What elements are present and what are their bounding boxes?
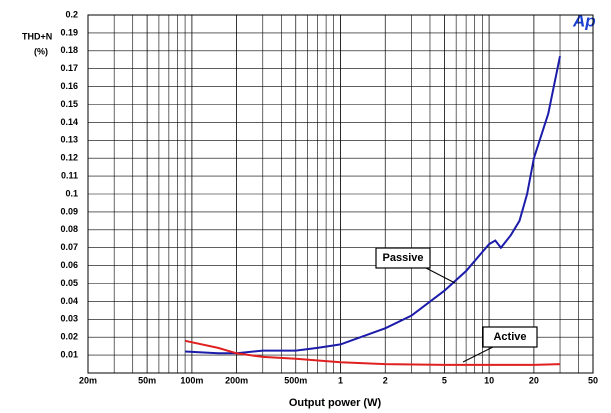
y-tick-label: 0.03 [60, 314, 78, 324]
y-tick-label: 0.04 [60, 296, 78, 306]
x-axis-label: Output power (W) [289, 397, 382, 409]
callout-label: Active [493, 331, 526, 343]
y-axis-label: (%) [34, 46, 48, 56]
x-tick-label: 50 [588, 375, 598, 385]
callout-label: Passive [383, 252, 424, 264]
y-tick-label: 0.19 [60, 27, 78, 37]
y-tick-label: 0.08 [60, 224, 78, 234]
data-line [184, 339, 561, 366]
y-tick-label: 0.12 [60, 153, 78, 163]
callout-arrow [425, 267, 456, 284]
y-tick-label: 0.02 [60, 332, 78, 342]
y-tick-label: 0.1 [65, 188, 78, 198]
x-tick-label: 500m [284, 375, 307, 385]
x-tick-label: 20m [79, 375, 97, 385]
logo: Ap [572, 11, 596, 30]
y-tick-label: 0.05 [60, 278, 78, 288]
callout-arrow [462, 346, 494, 363]
x-tick-label: 20 [529, 375, 539, 385]
y-tick-label: 0.13 [60, 135, 78, 145]
x-tick-label: 2 [383, 375, 388, 385]
x-tick-label: 1 [338, 375, 343, 385]
callout-box [482, 326, 538, 348]
y-tick-label: 0.01 [60, 349, 78, 359]
y-tick-label: 0.09 [60, 206, 78, 216]
plot-border [87, 14, 594, 374]
y-tick-label: 0.16 [60, 81, 78, 91]
x-tick-label: 200m [225, 375, 248, 385]
x-tick-label: 100m [180, 375, 203, 385]
y-tick-label: 0.14 [60, 117, 78, 127]
y-tick-label: 0.2 [65, 9, 78, 19]
x-tick-label: 50m [138, 375, 156, 385]
y-tick-label: 0.18 [60, 45, 78, 55]
y-axis-label: THD+N [22, 31, 52, 41]
x-tick-label: 5 [442, 375, 447, 385]
y-tick-label: 0.06 [60, 260, 78, 270]
y-tick-label: 0.17 [60, 63, 78, 73]
x-tick-label: 10 [484, 375, 494, 385]
y-tick-label: 0.11 [61, 170, 78, 180]
y-tick-label: 0.07 [60, 242, 78, 252]
data-line [185, 55, 561, 355]
callout-box [375, 247, 431, 269]
y-tick-label: 0.15 [60, 99, 78, 109]
